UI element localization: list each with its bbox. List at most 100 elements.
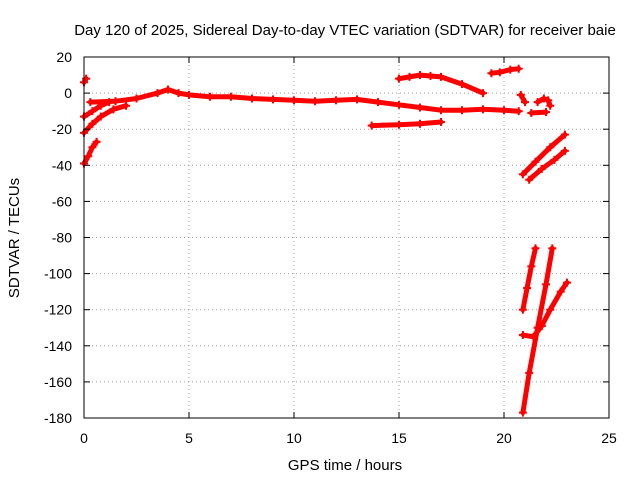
- sdtvar-track: [520, 132, 568, 177]
- data-point: [516, 90, 525, 99]
- data-point: [539, 94, 548, 103]
- data-point: [546, 101, 555, 110]
- data-point: [248, 94, 256, 103]
- data-point: [527, 262, 536, 271]
- data-point: [550, 155, 559, 164]
- x-tick-label: 20: [496, 430, 512, 446]
- data-point: [416, 119, 424, 128]
- y-tick-label: -40: [52, 157, 72, 173]
- data-point: [479, 89, 487, 98]
- data-point: [227, 92, 235, 101]
- y-tick-label: 0: [64, 85, 72, 101]
- data-point: [506, 65, 515, 74]
- data-point: [88, 119, 97, 128]
- sdtvar-track: [81, 139, 100, 166]
- data-point: [395, 100, 403, 109]
- data-point: [153, 89, 162, 98]
- data-point: [525, 368, 534, 377]
- y-tick-label: -120: [44, 302, 72, 318]
- data-point: [458, 106, 466, 115]
- y-tick-label: -100: [44, 266, 72, 282]
- chart-title: Day 120 of 2025, Sidereal Day-to-day VTE…: [74, 22, 616, 39]
- data-point: [164, 85, 172, 94]
- data-point: [426, 71, 435, 80]
- y-tick-label: -20: [52, 121, 72, 137]
- data-point: [546, 305, 555, 314]
- ticks-layer: 0 5 10 15 20 25 20 0 -20 -40 -60 -80 -100 -120 -140 -16…: [44, 49, 617, 446]
- x-tick-label: 15: [391, 430, 407, 446]
- data-point: [514, 64, 523, 73]
- y-tick-label: -160: [44, 374, 72, 390]
- data-point: [518, 170, 527, 179]
- data-point: [560, 146, 569, 155]
- data-point: [531, 157, 540, 166]
- data-point: [111, 97, 120, 106]
- sdtvar-track: [526, 148, 568, 183]
- data-point: [518, 330, 527, 339]
- x-tick-label: 10: [286, 430, 302, 446]
- data-point: [437, 72, 445, 81]
- grid-layer: [84, 57, 609, 418]
- data-point: [290, 96, 298, 105]
- y-tick-label: -80: [52, 230, 72, 246]
- data-point: [374, 98, 382, 107]
- data-point: [405, 72, 414, 81]
- data-point: [537, 164, 546, 173]
- data-point: [332, 96, 340, 105]
- data-point: [437, 117, 445, 126]
- data-point: [546, 143, 555, 152]
- data-point: [523, 284, 532, 293]
- data-point: [88, 143, 97, 152]
- data-point: [548, 244, 557, 253]
- data-point: [542, 108, 550, 117]
- data-point: [82, 74, 91, 83]
- sdtvar-track: [369, 119, 444, 129]
- data-point: [518, 305, 527, 314]
- y-tick-label: -140: [44, 338, 72, 354]
- data-point: [495, 68, 504, 77]
- sdtvar-track: [488, 66, 522, 76]
- data-point: [514, 107, 523, 116]
- x-tick-label: 0: [80, 430, 88, 446]
- data-layer: [80, 64, 571, 417]
- data-point: [525, 175, 534, 184]
- data-point: [527, 108, 536, 117]
- data-point: [537, 321, 546, 330]
- data-point: [518, 408, 527, 417]
- y-tick-label: -180: [44, 410, 72, 426]
- data-point: [84, 152, 93, 161]
- x-axis-title: GPS time / hours: [288, 457, 402, 474]
- data-point: [122, 101, 130, 110]
- y-axis-title: SDTVAR / TECUs: [6, 178, 23, 298]
- data-point: [531, 244, 540, 253]
- data-point: [416, 71, 424, 80]
- data-point: [395, 120, 403, 129]
- sdtvar-track: [520, 245, 538, 313]
- data-point: [521, 98, 529, 107]
- data-point: [109, 105, 118, 114]
- data-point: [487, 69, 496, 78]
- data-point: [92, 137, 101, 146]
- data-point: [556, 287, 565, 296]
- data-point: [560, 130, 569, 139]
- data-point: [529, 332, 538, 341]
- data-point: [311, 97, 319, 106]
- data-point: [269, 95, 277, 104]
- data-point: [174, 89, 183, 98]
- y-tick-label: -60: [52, 193, 72, 209]
- data-point: [563, 278, 571, 287]
- data-point: [544, 96, 553, 105]
- data-point: [86, 98, 95, 107]
- data-point: [367, 121, 376, 130]
- data-point: [500, 106, 508, 115]
- x-tick-label: 25: [601, 430, 617, 446]
- x-tick-label: 5: [185, 430, 193, 446]
- data-point: [416, 103, 424, 112]
- data-point: [96, 112, 105, 121]
- data-point: [533, 98, 542, 107]
- data-point: [395, 74, 403, 83]
- data-point: [132, 94, 141, 103]
- data-point: [542, 280, 550, 289]
